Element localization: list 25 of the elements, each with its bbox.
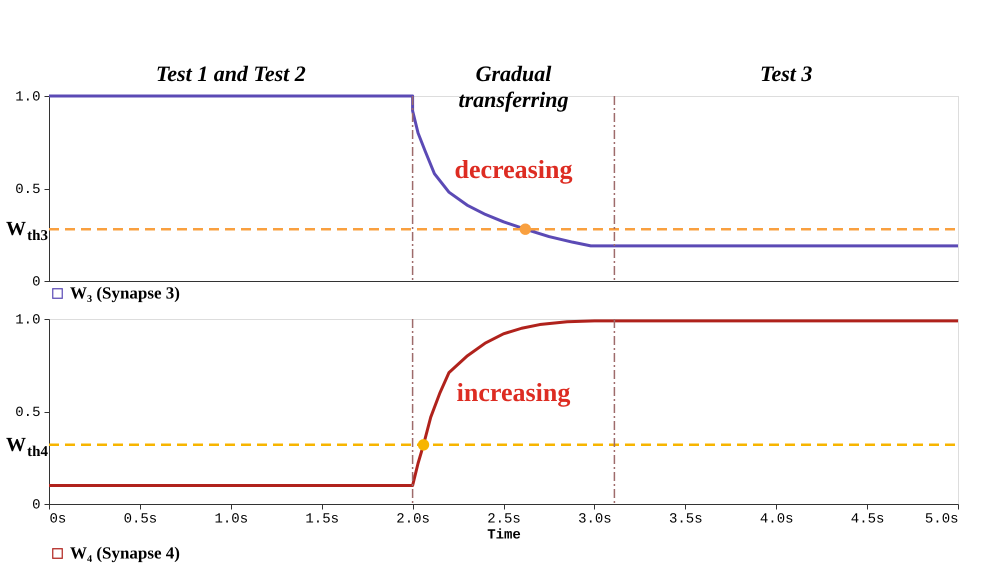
- x-tick-label: 0.5s: [124, 512, 158, 528]
- legend-label: W₃ (Synapse 3): [70, 284, 180, 302]
- y-tick-label: 1.0: [15, 312, 40, 328]
- x-tick-label: 2.5s: [487, 512, 521, 528]
- x-tick-label: 1.0s: [214, 512, 248, 528]
- x-tick-label: 3.5s: [668, 512, 703, 528]
- x-tick-label: 4.5s: [850, 512, 884, 528]
- x-tick-label: 0s: [50, 512, 66, 528]
- y-tick-label: 0: [32, 274, 40, 290]
- x-tick-label: 4.0s: [760, 512, 794, 528]
- x-axis-title: Time: [487, 528, 521, 544]
- x-tick-label: 5.0s: [924, 512, 958, 528]
- x-tick-label: 3.0s: [578, 512, 612, 528]
- y-tick-label: 1.0: [15, 90, 40, 106]
- text: Test 3: [760, 61, 812, 86]
- x-tick-label: 2.0s: [396, 512, 430, 528]
- annotation: decreasing: [454, 155, 572, 184]
- y-tick-label: 0.5: [15, 405, 40, 421]
- y-tick-label: 0.5: [15, 182, 40, 198]
- legend-label: W₄ (Synapse 4): [70, 544, 180, 562]
- y-tick-label: 0: [32, 498, 40, 514]
- x-tick-label: 1.5s: [305, 512, 340, 528]
- annotation: increasing: [456, 378, 570, 407]
- text: Test 1 and Test 2: [156, 61, 306, 86]
- annotation: Gradual transferring: [458, 61, 569, 112]
